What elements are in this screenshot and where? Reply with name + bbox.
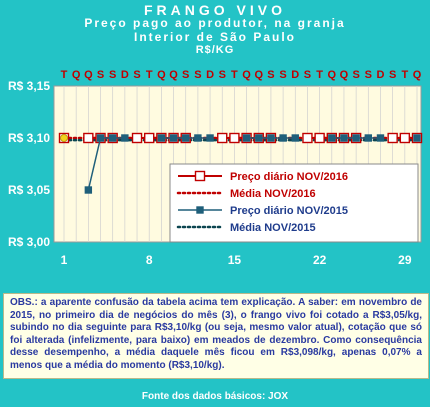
legend-label: Preço diário NOV/2016 [230, 171, 348, 183]
weekday-label: Q [84, 69, 93, 81]
chart-region: Interior de São Paulo [133, 30, 297, 44]
data-point [279, 134, 287, 142]
data-point [352, 134, 360, 142]
weekday-label: S [182, 69, 189, 81]
data-point [302, 132, 313, 144]
legend-label: Média NOV/2015 [230, 222, 316, 234]
first-point-highlight [60, 134, 68, 142]
weekday-label: D [291, 69, 299, 81]
data-point [229, 132, 240, 144]
data-point [182, 134, 190, 142]
data-point [83, 132, 94, 144]
legend-label: Preço diário NOV/2015 [230, 205, 348, 217]
weekday-label: Q [169, 69, 178, 81]
data-point [108, 134, 117, 142]
series-segment [87, 137, 102, 191]
y-tick-label: R$ 3,05 [8, 183, 50, 197]
data-point [194, 134, 202, 142]
data-point [96, 134, 105, 142]
weekday-label: D [206, 69, 214, 81]
weekday-label: S [109, 69, 116, 81]
weekday-label: Q [72, 69, 81, 81]
data-point [314, 132, 325, 144]
weekday-label: Q [157, 69, 166, 81]
weekday-label: S [304, 69, 311, 81]
x-tick-label: 1 [61, 253, 68, 267]
weekday-label: Q [340, 69, 349, 81]
data-point [328, 134, 336, 142]
source-footer: Fonte dos dados básicos: JOX [141, 391, 289, 402]
weekday-label: T [61, 69, 68, 81]
weekday-label: Q [242, 69, 251, 81]
data-point [131, 132, 143, 144]
chart-title: FRANGO VIVO [143, 2, 286, 18]
data-point [84, 186, 93, 194]
data-point [157, 134, 166, 142]
weekday-label: Q [413, 69, 422, 81]
y-tick-label: R$ 3,15 [8, 79, 50, 93]
chart-unit: R$/KG [195, 44, 235, 56]
observation-note: OBS.: a aparente confusão da tabela acim… [3, 293, 429, 379]
chart-header: FRANGO VIVO Preço pago ao produtor, na g… [0, 0, 430, 60]
weekday-label: T [316, 69, 323, 81]
data-point [376, 134, 385, 142]
weekday-label: S [97, 69, 104, 81]
chart-subtitle: Preço pago ao produtor, na granja [84, 16, 346, 30]
weekday-label: S [279, 69, 286, 81]
x-tick-label: 15 [228, 253, 242, 267]
data-point [364, 134, 373, 142]
data-point [242, 134, 251, 142]
data-point [340, 134, 348, 142]
weekday-label: S [133, 69, 140, 81]
legend-label: Média NOV/2016 [230, 188, 316, 200]
weekday-label: S [352, 69, 359, 81]
legend-swatch-marker [194, 170, 206, 182]
weekday-label: S [267, 69, 274, 81]
legend-entry: Média NOV/2016 [176, 188, 316, 200]
weekday-label: S [365, 69, 372, 81]
x-tick-label: 29 [398, 253, 412, 267]
data-point [169, 134, 178, 142]
weekday-label: Q [328, 69, 337, 81]
legend-swatch-marker [196, 206, 204, 214]
y-tick-label: R$ 3,00 [8, 235, 50, 249]
data-point [206, 134, 214, 142]
data-point [121, 134, 129, 142]
data-point [291, 134, 299, 142]
weekday-label: T [401, 69, 408, 81]
data-point [387, 132, 398, 144]
data-point [399, 132, 411, 144]
data-point [217, 132, 228, 144]
series-2 [84, 134, 421, 194]
weekday-label: T [146, 69, 153, 81]
weekday-label: D [377, 69, 385, 81]
weekday-label: S [194, 69, 201, 81]
data-point [267, 134, 275, 142]
legend-entry: Média NOV/2015 [176, 222, 316, 234]
weekday-label: D [121, 69, 129, 81]
legend-entry: Preço diário NOV/2015 [178, 205, 348, 217]
x-tick-label: 8 [146, 253, 153, 267]
weekday-label: T [231, 69, 238, 81]
weekday-label: S [219, 69, 226, 81]
legend-entry: Preço diário NOV/2016 [178, 170, 348, 183]
y-tick-label: R$ 3,10 [8, 131, 50, 145]
data-point [413, 134, 421, 142]
weekday-label: S [389, 69, 396, 81]
data-point [255, 134, 263, 142]
weekday-label: Q [254, 69, 263, 81]
x-tick-label: 22 [313, 253, 327, 267]
data-point [144, 132, 155, 144]
